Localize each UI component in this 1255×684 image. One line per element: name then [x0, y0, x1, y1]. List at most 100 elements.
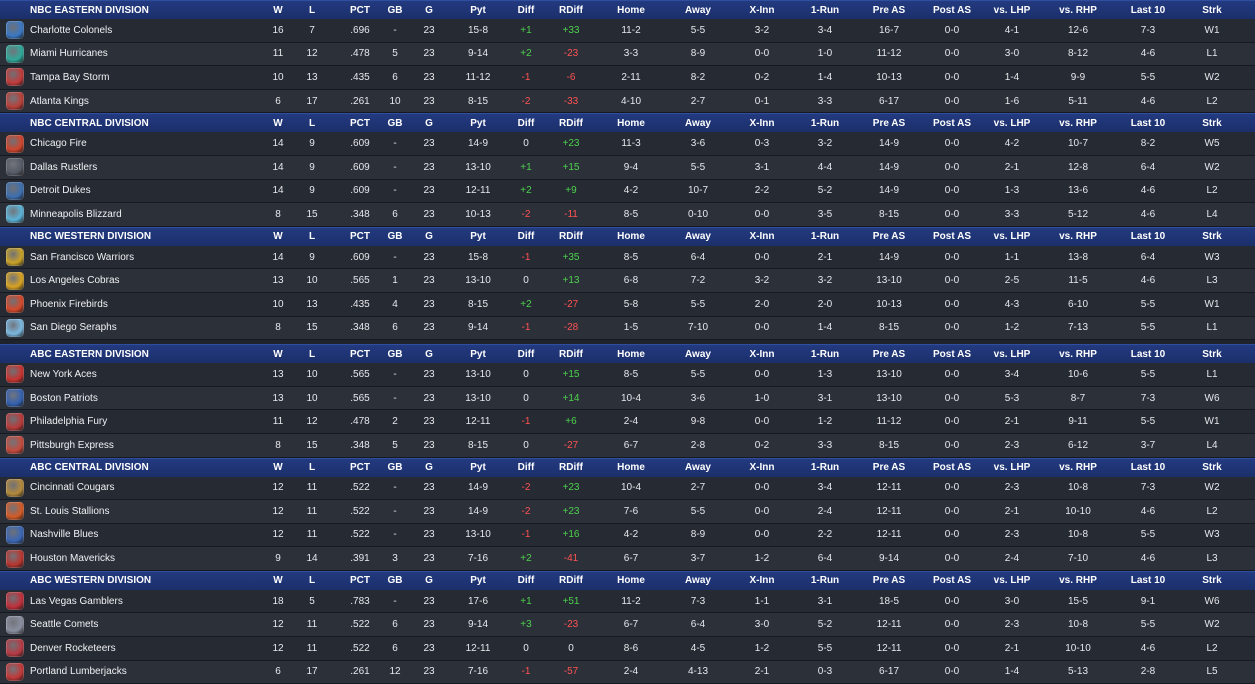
- col-header-one-run[interactable]: 1-Run: [810, 117, 840, 129]
- col-header-streak[interactable]: Strk: [1202, 231, 1222, 243]
- col-header-gb[interactable]: GB: [387, 231, 403, 243]
- col-header-xinn[interactable]: X-Inn: [749, 462, 775, 473]
- col-header-l[interactable]: L: [308, 117, 316, 129]
- division-header[interactable]: NBC CENTRAL DIVISION W L PCT GB G Pyt Diff RDiff…: [0, 113, 1255, 133]
- col-header-last-10[interactable]: Last 10: [1130, 575, 1166, 587]
- col-header-rdiff[interactable]: RDiff: [559, 231, 583, 243]
- team-name[interactable]: Detroit Dukes: [30, 185, 91, 197]
- col-header-rdiff[interactable]: RDiff: [559, 462, 583, 473]
- team-row[interactable]: San Diego Seraphs 8 15 .348 6 23 9-14 -1 -28 1-5 7…: [0, 316, 1255, 341]
- col-header-home[interactable]: Home: [617, 4, 645, 16]
- team-row[interactable]: Los Angeles Cobras 13 10 .565 1 23 13-10 0 +13 6-…: [0, 269, 1255, 293]
- col-header-one-run[interactable]: 1-Run: [810, 231, 840, 243]
- team-name[interactable]: Charlotte Colonels: [30, 24, 113, 36]
- col-header-post-as[interactable]: Post AS: [933, 231, 971, 243]
- col-header-one-run[interactable]: 1-Run: [810, 4, 840, 16]
- col-header-away[interactable]: Away: [685, 575, 711, 587]
- col-header-streak[interactable]: Strk: [1202, 462, 1222, 473]
- team-row[interactable]: Houston Mavericks 9 14 .391 3 23 7-16 +2 -41 6-7 3…: [0, 547, 1255, 571]
- team-row[interactable]: Boston Patriots 13 10 .565 - 23 13-10 0 +14 10-4 3…: [0, 386, 1255, 411]
- col-header-w[interactable]: W: [273, 348, 283, 360]
- col-header-post-as[interactable]: Post AS: [933, 117, 971, 129]
- col-header-g[interactable]: G: [425, 117, 433, 129]
- team-row[interactable]: San Francisco Warriors 14 9 .609 - 23 15-8 -1 +3…: [0, 245, 1255, 270]
- col-header-gb[interactable]: GB: [387, 462, 403, 473]
- team-row[interactable]: Seattle Comets 12 11 .522 6 23 9-14 +3 -23 6-7 6-4…: [0, 613, 1255, 638]
- team-name[interactable]: Seattle Comets: [30, 619, 99, 631]
- team-row[interactable]: Phoenix Firebirds 10 13 .435 4 23 8-15 +2 -27 5-8…: [0, 292, 1255, 317]
- col-header-l[interactable]: L: [308, 348, 316, 360]
- team-row[interactable]: Pittsburgh Express 8 15 .348 5 23 8-15 0 -27 6-7 2…: [0, 433, 1255, 458]
- col-header-post-as[interactable]: Post AS: [933, 4, 971, 16]
- team-name[interactable]: Minneapolis Blizzard: [30, 208, 122, 220]
- col-header-streak[interactable]: Strk: [1202, 4, 1222, 16]
- col-header-post-as[interactable]: Post AS: [933, 462, 971, 473]
- col-header-pre-as[interactable]: Pre AS: [872, 348, 906, 360]
- team-row[interactable]: New York Aces 13 10 .565 - 23 13-10 0 +15 8-5 5-5 0…: [0, 363, 1255, 387]
- team-row[interactable]: Portland Lumberjacks 6 17 .261 12 23 7-16 -1 -57…: [0, 660, 1255, 684]
- col-header-diff[interactable]: Diff: [517, 348, 535, 360]
- team-row[interactable]: Las Vegas Gamblers 18 5 .783 - 23 17-6 +1 +51 11-…: [0, 589, 1255, 614]
- col-header-post-as[interactable]: Post AS: [933, 575, 971, 587]
- col-header-xinn[interactable]: X-Inn: [749, 348, 775, 360]
- col-header-last-10[interactable]: Last 10: [1130, 462, 1166, 473]
- col-header-home[interactable]: Home: [617, 462, 645, 473]
- col-header-pyt[interactable]: Pyt: [470, 231, 486, 243]
- col-header-g[interactable]: G: [425, 4, 433, 16]
- col-header-vs-lhp[interactable]: vs. LHP: [993, 575, 1031, 587]
- team-name[interactable]: Atlanta Kings: [30, 95, 89, 107]
- col-header-vs-rhp[interactable]: vs. RHP: [1059, 117, 1097, 129]
- col-header-diff[interactable]: Diff: [517, 4, 535, 16]
- col-header-xinn[interactable]: X-Inn: [749, 4, 775, 16]
- col-header-rdiff[interactable]: RDiff: [559, 575, 583, 587]
- col-header-pct[interactable]: PCT: [350, 462, 370, 473]
- col-header-pre-as[interactable]: Pre AS: [872, 462, 906, 473]
- team-row[interactable]: Denver Rocketeers 12 11 .522 6 23 12-11 0 0 8-6 4-…: [0, 637, 1255, 661]
- col-header-l[interactable]: L: [308, 4, 316, 16]
- col-header-gb[interactable]: GB: [387, 4, 403, 16]
- col-header-pyt[interactable]: Pyt: [470, 575, 486, 587]
- col-header-away[interactable]: Away: [685, 117, 711, 129]
- col-header-xinn[interactable]: X-Inn: [749, 117, 775, 129]
- team-name[interactable]: Denver Rocketeers: [30, 642, 116, 654]
- col-header-pct[interactable]: PCT: [350, 117, 370, 129]
- col-header-vs-rhp[interactable]: vs. RHP: [1059, 231, 1097, 243]
- col-header-vs-rhp[interactable]: vs. RHP: [1059, 4, 1097, 16]
- team-row[interactable]: Tampa Bay Storm 10 13 .435 6 23 11-12 -1 -6 2-11 8…: [0, 66, 1255, 90]
- team-name[interactable]: San Francisco Warriors: [30, 251, 135, 263]
- col-header-pre-as[interactable]: Pre AS: [872, 231, 906, 243]
- team-name[interactable]: Nashville Blues: [30, 529, 99, 541]
- division-header[interactable]: NBC WESTERN DIVISION W L PCT GB G Pyt Diff RDiff…: [0, 226, 1255, 246]
- col-header-one-run[interactable]: 1-Run: [810, 575, 840, 587]
- col-header-diff[interactable]: Diff: [517, 117, 535, 129]
- team-name[interactable]: Pittsburgh Express: [30, 439, 114, 451]
- col-header-w[interactable]: W: [273, 4, 283, 16]
- col-header-pyt[interactable]: Pyt: [470, 4, 486, 16]
- team-name[interactable]: San Diego Seraphs: [30, 322, 117, 334]
- col-header-post-as[interactable]: Post AS: [933, 348, 971, 360]
- col-header-away[interactable]: Away: [685, 348, 711, 360]
- col-header-last-10[interactable]: Last 10: [1130, 4, 1166, 16]
- team-row[interactable]: Cincinnati Cougars 12 11 .522 - 23 14-9 -2 +23 10…: [0, 476, 1255, 501]
- col-header-home[interactable]: Home: [617, 117, 645, 129]
- col-header-diff[interactable]: Diff: [517, 231, 535, 243]
- team-name[interactable]: Miami Hurricanes: [30, 48, 108, 60]
- col-header-magic[interactable]: Magic#: [1242, 462, 1255, 473]
- col-header-last-10[interactable]: Last 10: [1130, 231, 1166, 243]
- team-row[interactable]: Chicago Fire 14 9 .609 - 23 14-9 0 +23 11-3 3-6 0-3…: [0, 132, 1255, 156]
- col-header-gb[interactable]: GB: [387, 348, 403, 360]
- team-name[interactable]: Tampa Bay Storm: [30, 71, 110, 83]
- col-header-pyt[interactable]: Pyt: [470, 348, 486, 360]
- col-header-home[interactable]: Home: [617, 348, 645, 360]
- col-header-diff[interactable]: Diff: [517, 462, 535, 473]
- division-header[interactable]: ABC EASTERN DIVISION W L PCT GB G Pyt Diff RDiff…: [0, 344, 1255, 364]
- team-name[interactable]: Phoenix Firebirds: [30, 298, 108, 310]
- col-header-pct[interactable]: PCT: [350, 575, 370, 587]
- col-header-vs-lhp[interactable]: vs. LHP: [993, 462, 1031, 473]
- team-row[interactable]: Atlanta Kings 6 17 .261 10 23 8-15 -2 -33 4-10 2-7…: [0, 89, 1255, 114]
- col-header-pct[interactable]: PCT: [350, 4, 370, 16]
- team-name[interactable]: Dallas Rustlers: [30, 161, 98, 173]
- team-row[interactable]: Charlotte Colonels 16 7 .696 - 23 15-8 +1 +33 11-…: [0, 19, 1255, 43]
- col-header-w[interactable]: W: [273, 117, 283, 129]
- col-header-magic[interactable]: Magic#: [1242, 349, 1255, 360]
